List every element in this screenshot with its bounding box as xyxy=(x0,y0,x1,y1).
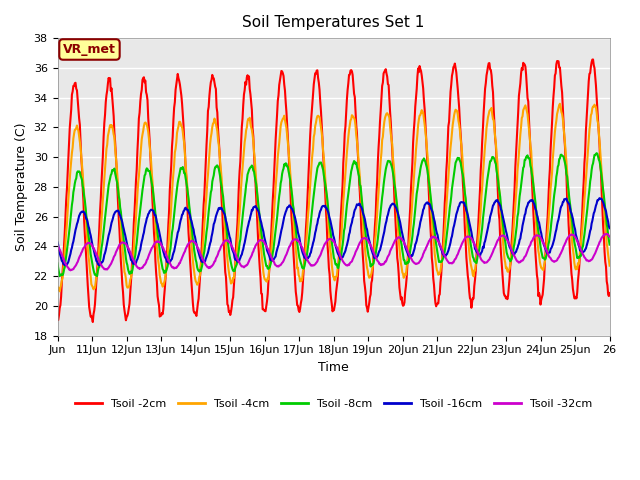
Y-axis label: Soil Temperature (C): Soil Temperature (C) xyxy=(15,122,28,251)
Tsoil -16cm xyxy=(606,225,614,231)
Tsoil -8cm xyxy=(56,273,63,279)
Tsoil -4cm xyxy=(54,285,61,291)
Tsoil -16cm xyxy=(391,204,399,209)
Tsoil -8cm xyxy=(54,261,61,266)
Legend: Tsoil -2cm, Tsoil -4cm, Tsoil -8cm, Tsoil -16cm, Tsoil -32cm: Tsoil -2cm, Tsoil -4cm, Tsoil -8cm, Tsoi… xyxy=(70,395,597,414)
Tsoil -32cm xyxy=(269,258,276,264)
Tsoil -16cm xyxy=(248,207,256,213)
Tsoil -4cm xyxy=(391,185,399,191)
Tsoil -32cm xyxy=(422,245,430,251)
Tsoil -8cm xyxy=(391,185,399,191)
Tsoil -2cm xyxy=(54,317,61,323)
Tsoil -2cm xyxy=(269,198,276,204)
Line: Tsoil -4cm: Tsoil -4cm xyxy=(58,104,610,291)
Tsoil -8cm xyxy=(593,150,600,156)
Tsoil -8cm xyxy=(248,163,256,168)
Tsoil -4cm xyxy=(269,226,276,231)
Tsoil -4cm xyxy=(422,135,430,141)
Tsoil -16cm xyxy=(596,195,604,201)
Tsoil -32cm xyxy=(606,234,614,240)
Line: Tsoil -32cm: Tsoil -32cm xyxy=(58,234,610,270)
Tsoil -32cm xyxy=(119,240,127,245)
Tsoil -4cm xyxy=(221,218,228,224)
Tsoil -4cm xyxy=(248,127,256,133)
Text: VR_met: VR_met xyxy=(63,43,116,56)
Tsoil -16cm xyxy=(95,263,103,268)
Tsoil -2cm xyxy=(248,107,256,113)
Tsoil -8cm xyxy=(269,250,276,256)
Tsoil -4cm xyxy=(556,101,564,107)
Tsoil -16cm xyxy=(119,223,127,229)
Tsoil -32cm xyxy=(391,238,399,243)
Tsoil -16cm xyxy=(54,240,61,245)
Tsoil -16cm xyxy=(221,211,228,217)
Tsoil -16cm xyxy=(269,258,276,264)
Line: Tsoil -2cm: Tsoil -2cm xyxy=(58,60,610,322)
Tsoil -32cm xyxy=(221,238,228,244)
Tsoil -32cm xyxy=(248,252,256,258)
Tsoil -2cm xyxy=(391,211,399,216)
Tsoil -2cm xyxy=(221,255,228,261)
Tsoil -8cm xyxy=(606,242,614,248)
Tsoil -2cm xyxy=(606,290,614,296)
Tsoil -2cm xyxy=(589,57,597,62)
Tsoil -4cm xyxy=(56,288,63,294)
Tsoil -2cm xyxy=(119,289,127,295)
Tsoil -32cm xyxy=(54,243,61,249)
X-axis label: Time: Time xyxy=(318,361,349,374)
Tsoil -8cm xyxy=(119,230,127,236)
Tsoil -8cm xyxy=(221,208,228,214)
Tsoil -16cm xyxy=(422,200,430,206)
Tsoil -4cm xyxy=(606,263,614,268)
Tsoil -4cm xyxy=(119,251,127,257)
Tsoil -2cm xyxy=(89,319,97,325)
Line: Tsoil -16cm: Tsoil -16cm xyxy=(58,198,610,265)
Tsoil -8cm xyxy=(422,162,430,168)
Line: Tsoil -8cm: Tsoil -8cm xyxy=(58,153,610,276)
Tsoil -32cm xyxy=(604,231,611,237)
Tsoil -2cm xyxy=(422,133,430,139)
Tsoil -32cm xyxy=(67,267,74,273)
Title: Soil Temperatures Set 1: Soil Temperatures Set 1 xyxy=(243,15,425,30)
